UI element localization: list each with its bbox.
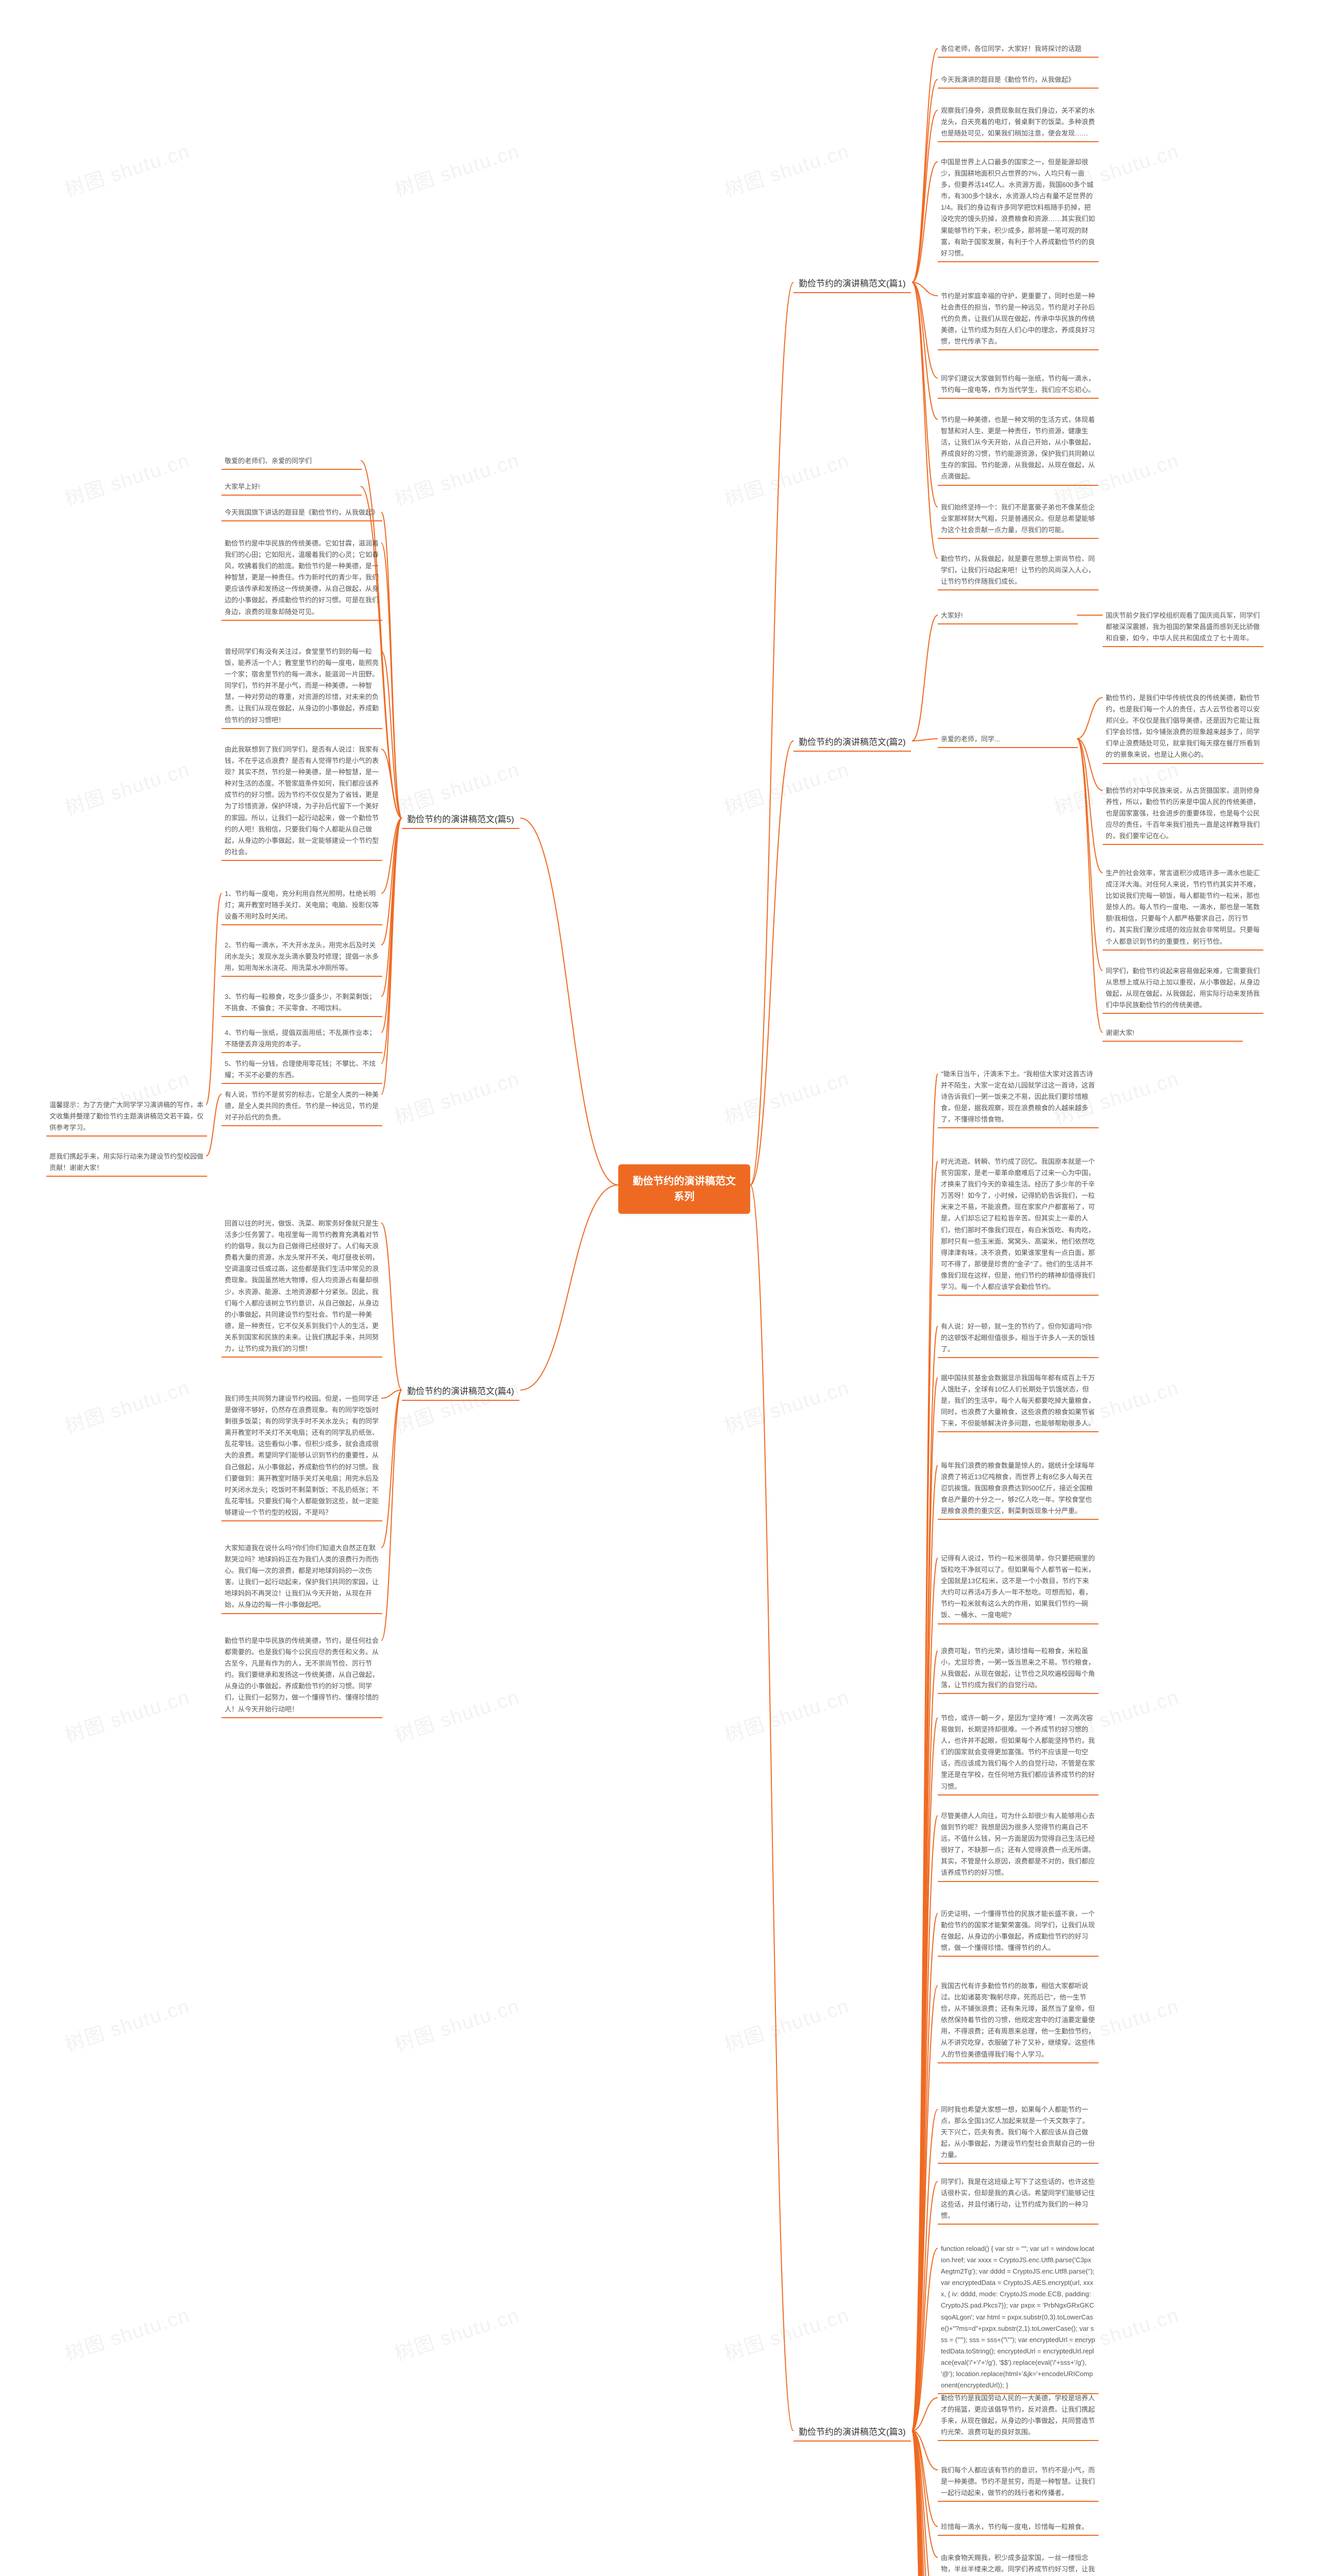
leaf-node[interactable]: 国庆节前夕我们学校组织观看了国庆阅兵军，同学们都被深深震撼，我为祖国的繁荣昌盛而… (1103, 608, 1263, 647)
branch-node[interactable]: 勤俭节约的演讲稿范文(篇5) (402, 809, 519, 829)
watermark-text: 树图 shutu.cn (61, 753, 193, 820)
leaf-node[interactable]: 回首以往的时光，做饭、洗菜、刷家务好像就只是生活多少任务罢了。电视里每一周节约教… (222, 1216, 382, 1358)
leaf-node[interactable]: 节约是对家庭幸福的守护，更重要了，同时也是一种社会责任的担当，节约是一种远见，节… (938, 289, 1098, 350)
leaf-node[interactable]: 中国是世界上人口最多的国家之一，但是能源却很少，我国耕地面积只占世界的7%，人均… (938, 155, 1098, 262)
watermark-text: 树图 shutu.cn (720, 753, 853, 820)
leaf-node[interactable]: 我们始终坚持一个：我们不是富豪子弟也不像某些企业家那样财大气粗，只是普通民众。但… (938, 500, 1098, 539)
leaf-node[interactable]: 4、节约每一张纸，提倡双面用纸；不乱撕作业本；不随便丢弃没用完的本子。 (222, 1025, 382, 1053)
mindmap-root[interactable]: 勤俭节约的演讲稿范文系列 (618, 1164, 750, 1214)
watermark-text: 树图 shutu.cn (391, 1681, 523, 1748)
leaf-node[interactable]: 大家早上好! (222, 479, 362, 496)
branch-node[interactable]: 勤俭节约的演讲稿范文(篇1) (793, 273, 911, 293)
leaf-node[interactable]: 3、节约每一粒粮食，吃多少盛多少，不剩菜剩饭；不挑食、不偏食；不买零食、不喝饮料… (222, 989, 382, 1017)
root-label: 勤俭节约的演讲稿范文系列 (633, 1176, 736, 1202)
leaf-node[interactable]: 每年我们浪费的粮食数量是惊人的，据统计全球每年浪费了将近13亿吨粮食，而世界上有… (938, 1458, 1098, 1520)
watermark-text: 树图 shutu.cn (391, 1062, 523, 1129)
leaf-node[interactable]: 时光流逝、转瞬、节约成了回忆。我国原本就是一个贫穷国家，是老一辈革命磨难后了过来… (938, 1154, 1098, 1296)
leaf-node[interactable]: 历史证明，一个懂得节俭的民族才能长盛不衰，一个勤俭节约的国家才能繁荣富强。同学们… (938, 1906, 1098, 1957)
leaf-node[interactable]: 我国古代有许多勤俭节约的故事，相信大家都听说过。比如诸葛亮"鞠躬尽瘁，死而后已"… (938, 1978, 1098, 2063)
leaf-node[interactable]: 1、节约每一度电，充分利用自然光照明，杜绝长明灯；离开教室时随手关灯、关电扇；电… (222, 886, 382, 925)
leaf-node[interactable]: 由来食物天赐我，积少成多益家国，一丝一缕恒念物，半丝半缕来之艰。同学们养成节约好… (938, 2550, 1098, 2576)
leaf-node[interactable]: 2、节约每一滴水，不大开水龙头，用完水后及时关闭水龙头；发现水龙头滴水要及时修理… (222, 938, 382, 977)
leaf-node[interactable]: 同时我也希望大家想一想，如果每个人都能节约一点，那么全国13亿人加起来就是一个天… (938, 2102, 1098, 2164)
leaf-node[interactable]: 今天我国旗下讲话的题目是《勤俭节约，从我做起》 (222, 505, 382, 521)
leaf-node[interactable]: 尽管美德人人向往，可为什么却很少有人能够用心去做到节约呢？我想是因为很多人觉得节… (938, 1808, 1098, 1882)
leaf-node[interactable]: 同学们，我是在这班级上写下了这些话的，也许这些话很朴实，但却是我的真心话。希望同… (938, 2174, 1098, 2225)
watermark-text: 树图 shutu.cn (391, 2299, 523, 2366)
watermark-text: 树图 shutu.cn (61, 135, 193, 202)
watermark-text: 树图 shutu.cn (720, 2299, 853, 2366)
watermark-text: 树图 shutu.cn (720, 1990, 853, 2057)
watermark-text: 树图 shutu.cn (720, 1062, 853, 1129)
branch-node[interactable]: 勤俭节约的演讲稿范文(篇4) (402, 1381, 519, 1401)
watermark-text: 树图 shutu.cn (720, 1371, 853, 1438)
leaf-node[interactable]: 我们师生共同努力建设节约校园。但是，一些同学还是做得不够好，仍然存在浪费现象。有… (222, 1391, 382, 1521)
leaf-node[interactable]: 各位老师，各位同学，大家好！我将探讨的话题 (938, 41, 1098, 58)
leaf-node[interactable]: 节俭，或许一朝一夕，是因为"坚持"难！一次两次容易做到，长期坚持却很难。一个养成… (938, 1710, 1098, 1795)
leaf-node[interactable]: 同学们，勤俭节约说起来容易做起来难，它需要我们从思想上或从行动上加以重视，从小事… (1103, 963, 1263, 1014)
leaf-node[interactable]: 勤俭节约，从我做起，就是要在思想上崇尚节俭、同学们，让我们行动起来吧！让节约的风… (938, 551, 1098, 590)
leaf-node[interactable]: 生产的社会效率，常言道积沙成塔许多一滴水也能汇成汪洋大海。对任何人来说，节约节约… (1103, 866, 1263, 951)
watermark-text: 树图 shutu.cn (61, 1371, 193, 1438)
leaf-node[interactable]: 勤俭节约对中华民族来说，从古货摄国家，退则修身养性，所以，勤俭节约历来是中国人民… (1103, 783, 1263, 845)
leaf-node[interactable]: 温馨提示：为了方便广大同学学习演讲稿的写作，本文收集并整理了勤俭节约主题演讲稿范… (46, 1097, 207, 1137)
leaf-node[interactable]: function reload() { var str = ""; var ur… (938, 2241, 1098, 2394)
leaf-node[interactable]: 5、节约每一分钱，合理使用零花钱；不攀比、不炫耀；不买不必要的东西。 (222, 1056, 382, 1084)
leaf-node[interactable]: 勤俭节约，是我们中华传统优良的传统美德，勤俭节约，也是我们每一个人的责任，古人云… (1103, 690, 1263, 764)
leaf-node[interactable]: 我们每个人都应该有节约的意识，节约不是小气，而是一种美德。节约不是贫穷，而是一种… (938, 2463, 1098, 2502)
leaf-node[interactable]: 有人说，节约不是贫穷的标志，它是全人类的一种美德，是全人类共同的责任。节约是一种… (222, 1087, 382, 1126)
leaf-node[interactable]: 曾经同学们有没有关注过，食堂里节约到的每一粒饭，能养活一个人；教室里节约的每一度… (222, 644, 382, 729)
leaf-node[interactable]: 据中国扶贫基金会数据显示我国每年都有成百上千万人饿肚子，全球有10亿人们长期处于… (938, 1370, 1098, 1432)
watermark-text: 树图 shutu.cn (61, 1990, 193, 2057)
leaf-node[interactable]: 勤俭节约是我国劳动人民的一大美德，学校是培养人才的摇篮，更应该倡导节约，反对浪费… (938, 2391, 1098, 2441)
leaf-node[interactable]: 大家知道我在说什么吗?你们你们知道大自然正在默默哭泣吗？地球妈妈正在为我们人类的… (222, 1540, 382, 1614)
branch-node[interactable]: 勤俭节约的演讲稿范文(篇3) (793, 2421, 911, 2442)
watermark-text: 树图 shutu.cn (61, 444, 193, 511)
leaf-node[interactable]: 浪费可耻，节约光荣，请珍惜每一粒粮食，米粒虽小，尤显珍贵，一粥一饭当思来之不易。… (938, 1643, 1098, 1694)
connector-layer (0, 0, 1319, 2576)
leaf-node[interactable]: 勤俭节约是中华民族的传统美德，节约，是任何社会都需要的。也是我们每个公民应尽的责… (222, 1633, 382, 1718)
leaf-node[interactable]: 勤俭节约是中华民族的传统美德。它如甘霖，滋润着我们的心田；它如阳光，温暖着我们的… (222, 536, 382, 621)
leaf-node[interactable]: 敬爱的老师们、亲爱的同学们 (222, 453, 362, 470)
watermark-text: 树图 shutu.cn (61, 1681, 193, 1748)
leaf-node[interactable]: 珍惜每一滴水，节约每一度电，珍惜每一粒粮食。 (938, 2519, 1098, 2536)
watermark-text: 树图 shutu.cn (61, 2299, 193, 2366)
watermark-text: 树图 shutu.cn (720, 1681, 853, 1748)
leaf-node[interactable]: 有人说：好一顿，就一生的节约了，但你知道吗?你的这顿饭不起眼但值很多，相当于许多… (938, 1319, 1098, 1358)
leaf-node[interactable]: 愿我们携起手来，用实际行动来为建设节约型校园做贡献！谢谢大家！ (46, 1149, 207, 1177)
leaf-node[interactable]: 谢谢大家! (1103, 1025, 1243, 1042)
leaf-node[interactable]: "锄禾日当午，汗滴禾下土。"我相信大家对这首古诗并不陌生，大家一定在幼儿园就学过… (938, 1066, 1098, 1128)
leaf-node[interactable]: 节约是一种美德，也是一种文明的生活方式，体现着智慧和对人生、更是一种责任，节约资… (938, 412, 1098, 486)
watermark-text: 树图 shutu.cn (391, 1990, 523, 2057)
watermark-text: 树图 shutu.cn (391, 444, 523, 511)
watermark-text: 树图 shutu.cn (720, 135, 853, 202)
watermark-text: 树图 shutu.cn (391, 135, 523, 202)
leaf-node[interactable]: 大家好! (938, 608, 1078, 624)
leaf-node[interactable]: 同学们建议大家做到节约每一张纸，节约每一滴水，节约每一度电等，作为当代学生，我们… (938, 371, 1098, 399)
leaf-node[interactable]: 由此我联想到了我们同学们，是否有人说过：我家有钱，不在乎这点浪费？是否有人觉得节… (222, 742, 382, 861)
watermark-text: 树图 shutu.cn (720, 444, 853, 511)
branch-node[interactable]: 勤俭节约的演讲稿范文(篇2) (793, 732, 911, 752)
leaf-node[interactable]: 今天我演讲的题目是《勤俭节约，从我做起》 (938, 72, 1098, 89)
leaf-node[interactable]: 记得有人说过，节约一粒米很简单，你只要把碗里的饭粒吃干净就可以了。但如果每个人都… (938, 1551, 1098, 1624)
leaf-node[interactable]: 亲爱的老师，同学... (938, 732, 1078, 748)
leaf-node[interactable]: 观察我们身旁，浪费现象就在我们身边，关不紧的水龙头，白天亮着的电灯，餐桌剩下的饭… (938, 103, 1098, 142)
